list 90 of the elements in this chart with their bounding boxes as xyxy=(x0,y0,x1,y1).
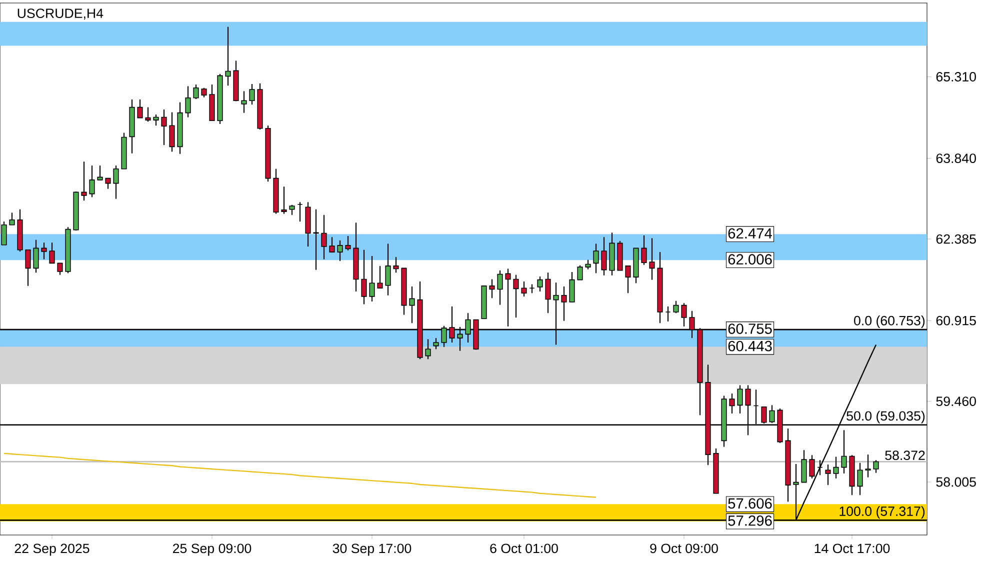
candlestick xyxy=(601,236,607,276)
ref-line-label: 58.372 xyxy=(885,450,925,460)
candlestick xyxy=(361,249,367,305)
candlestick xyxy=(569,272,575,303)
candlestick xyxy=(561,286,567,322)
candlestick xyxy=(825,464,831,486)
candlestick xyxy=(497,270,503,306)
candlestick xyxy=(345,235,351,251)
candlestick xyxy=(369,255,375,302)
candlestick xyxy=(153,114,159,126)
candlestick xyxy=(297,202,303,222)
annotation: 62.474 xyxy=(728,228,772,239)
candlestick xyxy=(537,276,543,292)
candlestick xyxy=(185,86,191,118)
candlestick xyxy=(513,274,519,318)
y-tick-label: 63.840 xyxy=(936,154,976,164)
candlestick xyxy=(9,212,15,226)
candlestick xyxy=(873,460,879,474)
candlestick xyxy=(737,384,743,414)
ref-line-label: 100.0 (57.317) xyxy=(840,506,925,519)
candlestick xyxy=(817,460,823,476)
candlestick xyxy=(25,249,31,286)
candlestick xyxy=(169,112,175,152)
candlestick xyxy=(393,256,399,274)
candlestick xyxy=(593,243,599,274)
candlestick xyxy=(729,393,735,414)
candlestick xyxy=(681,302,687,327)
candlestick xyxy=(89,165,95,198)
candlestick xyxy=(57,262,63,276)
y-tick-label: 58.005 xyxy=(936,477,976,487)
candlestick xyxy=(841,430,847,474)
candlestick xyxy=(377,265,383,289)
candlestick xyxy=(225,26,231,86)
candlestick xyxy=(81,161,87,202)
x-tick-label: 22 Sep 2025 xyxy=(14,544,90,556)
candlestick xyxy=(545,272,551,314)
candlestick xyxy=(625,265,631,294)
candlestick xyxy=(97,165,103,180)
y-tick-label: 59.460 xyxy=(936,396,976,406)
x-tick-label: 14 Oct 17:00 xyxy=(814,544,890,554)
candlestick xyxy=(385,243,391,296)
candlestick xyxy=(201,87,207,98)
x-tick-label: 30 Sep 17:00 xyxy=(332,544,412,556)
candlestick xyxy=(505,268,511,327)
ref-line-label: 50.0 (59.035) xyxy=(846,410,925,424)
candlestick xyxy=(105,178,111,190)
candlestick xyxy=(289,204,295,216)
candlestick xyxy=(433,338,439,350)
candlestick xyxy=(281,186,287,214)
y-tick-label: 62.385 xyxy=(936,234,976,244)
candlestick xyxy=(425,338,431,360)
candlestick xyxy=(801,450,807,483)
candlestick xyxy=(665,306,671,322)
annotation: 57.296 xyxy=(728,515,772,526)
candlestick xyxy=(673,300,679,314)
candlestick xyxy=(113,165,119,200)
candlestick xyxy=(409,286,415,324)
candlestick xyxy=(49,242,55,264)
candlestick xyxy=(33,239,39,274)
annotation: 60.443 xyxy=(728,340,772,352)
x-tick-label: 9 Oct 09:00 xyxy=(650,544,718,554)
candlestick xyxy=(241,90,247,114)
candlestick xyxy=(193,84,199,100)
x-tick-label: 6 Oct 01:00 xyxy=(490,544,558,554)
candlestick xyxy=(809,454,815,479)
candlestick xyxy=(641,234,647,266)
annotation: 57.606 xyxy=(728,498,772,509)
candlestick xyxy=(249,83,255,106)
candlestick xyxy=(577,264,583,280)
candlestick xyxy=(137,98,143,118)
candlestick xyxy=(833,456,839,479)
candlestick xyxy=(585,259,591,270)
candlestick xyxy=(145,106,151,122)
candlestick xyxy=(337,240,343,262)
candlestick xyxy=(857,462,863,496)
ref-line-label: 0.0 (60.753) xyxy=(854,316,925,328)
candlestick xyxy=(329,236,335,253)
candlestick xyxy=(865,454,871,478)
candlestick xyxy=(161,108,167,146)
candlestick xyxy=(649,238,655,280)
candlestick xyxy=(521,280,527,297)
candlestick xyxy=(41,242,47,260)
candlestick xyxy=(489,278,495,299)
annotation: 60.755 xyxy=(728,324,772,334)
y-tick-label: 60.915 xyxy=(936,316,976,326)
candlestick xyxy=(321,214,327,260)
annotation: 62.006 xyxy=(728,254,772,265)
chart-title: USCRUDE,H4 xyxy=(18,8,104,20)
y-tick-label: 65.310 xyxy=(936,72,976,82)
x-tick-label: 25 Sep 09:00 xyxy=(173,544,252,556)
